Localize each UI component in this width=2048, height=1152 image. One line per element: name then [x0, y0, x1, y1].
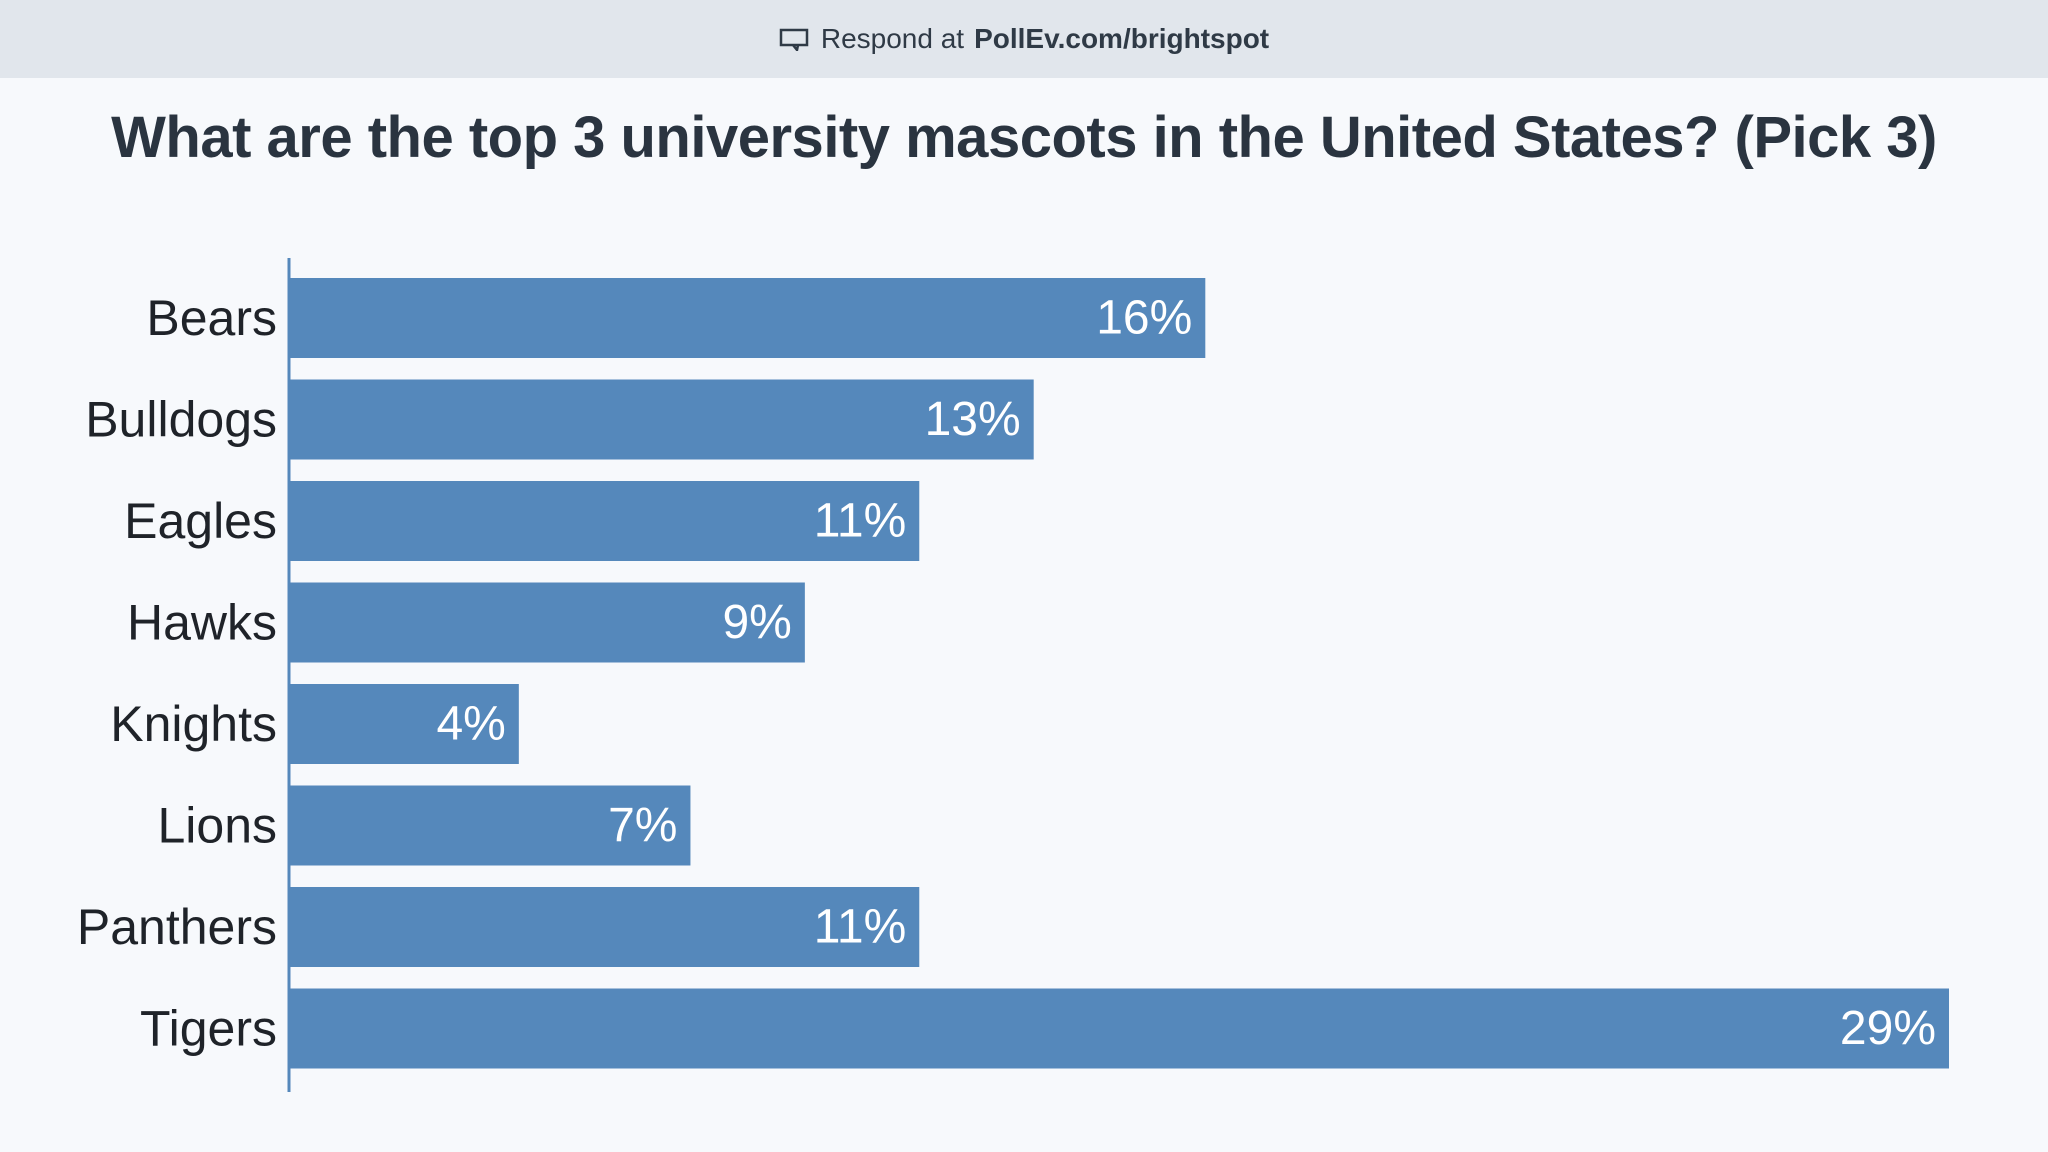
category-label-hawks: Hawks — [127, 595, 277, 651]
value-label-hawks: 9% — [722, 596, 791, 649]
value-label-panthers: 11% — [814, 901, 907, 954]
respond-prefix: Respond at — [820, 23, 965, 54]
value-label-lions: 7% — [608, 799, 677, 852]
category-label-lions: Lions — [157, 798, 277, 854]
bar-bears — [290, 278, 1206, 358]
poll-title: What are the top 3 university mascots in… — [111, 105, 1937, 170]
category-label-knights: Knights — [110, 696, 277, 752]
category-label-tigers: Tigers — [140, 1001, 277, 1057]
category-label-bulldogs: Bulldogs — [85, 392, 277, 448]
value-label-tigers: 29% — [1840, 1002, 1936, 1055]
category-label-panthers: Panthers — [77, 899, 277, 955]
bar-tigers — [290, 988, 1949, 1069]
respond-banner: Respond at PollEv.com/brightspot — [0, 0, 2048, 78]
value-label-bears: 16% — [1096, 292, 1192, 345]
bar-lions — [290, 785, 691, 866]
bar-knights — [290, 684, 519, 764]
bar-eagles — [290, 481, 920, 561]
bar-bulldogs — [290, 379, 1034, 460]
presentation-screen-icon — [779, 28, 809, 51]
value-label-bulldogs: 13% — [925, 393, 1021, 446]
respond-url[interactable]: PollEv.com/brightspot — [974, 23, 1270, 54]
bar-panthers — [290, 887, 920, 967]
value-label-eagles: 11% — [814, 495, 907, 548]
category-label-eagles: Eagles — [124, 493, 277, 549]
bar-hawks — [290, 582, 805, 663]
category-label-bears: Bears — [146, 290, 277, 346]
value-label-knights: 4% — [436, 698, 505, 751]
